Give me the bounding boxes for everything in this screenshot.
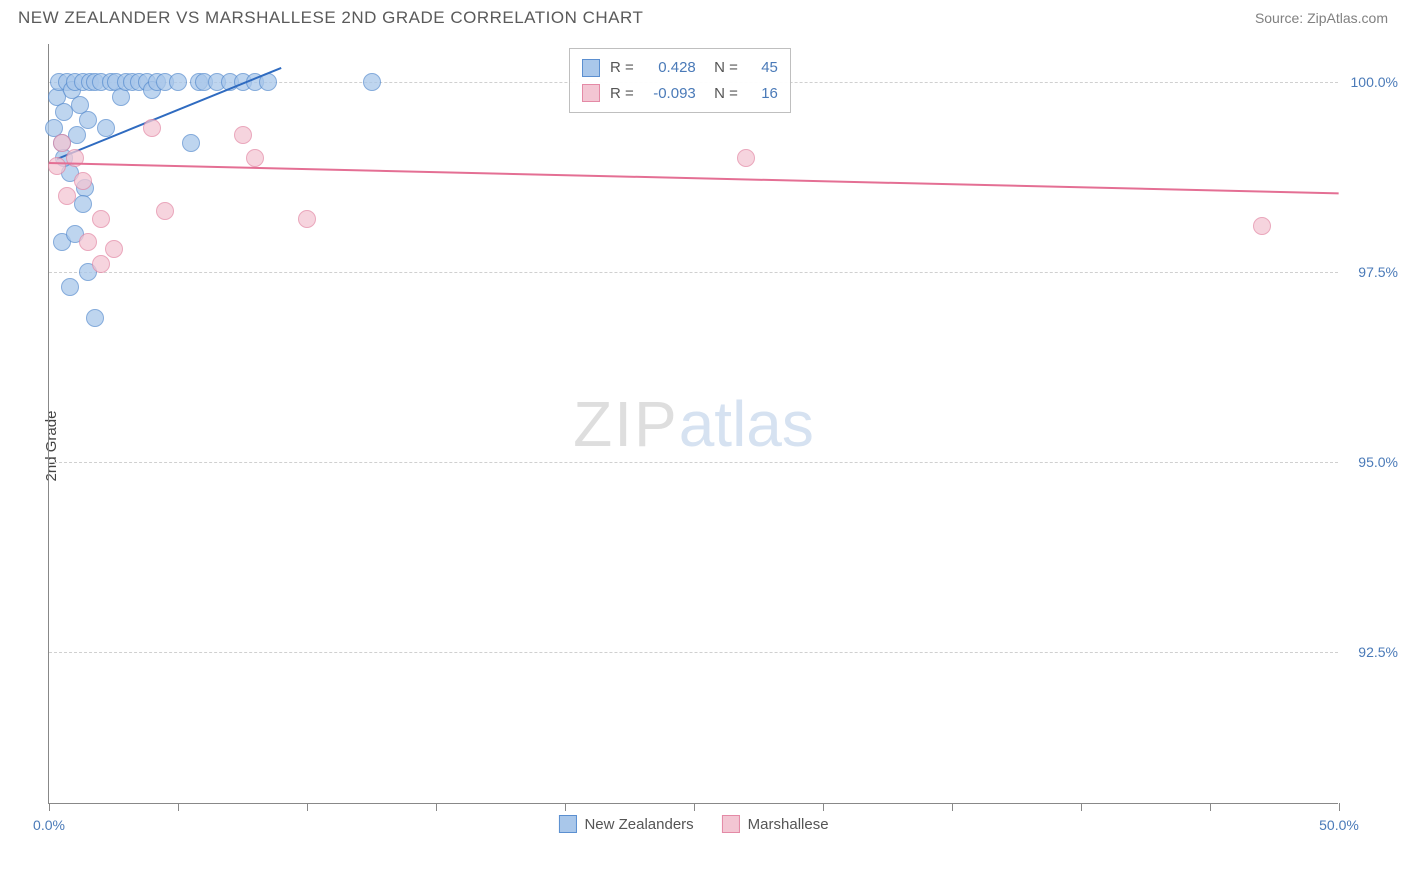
stat-r-value: 0.428 bbox=[644, 55, 696, 81]
x-tick bbox=[1339, 803, 1340, 811]
data-point bbox=[58, 187, 76, 205]
data-point bbox=[48, 157, 66, 175]
x-tick-label: 0.0% bbox=[33, 817, 65, 833]
legend-swatch bbox=[722, 815, 740, 833]
x-tick bbox=[565, 803, 566, 811]
stat-n-value: 45 bbox=[748, 55, 778, 81]
trend-line bbox=[49, 162, 1339, 194]
data-point bbox=[1253, 217, 1271, 235]
data-point bbox=[169, 73, 187, 91]
data-point bbox=[97, 119, 115, 137]
stat-r-value: -0.093 bbox=[644, 81, 696, 107]
x-tick bbox=[823, 803, 824, 811]
chart-title: NEW ZEALANDER VS MARSHALLESE 2ND GRADE C… bbox=[18, 8, 643, 28]
data-point bbox=[143, 119, 161, 137]
scatter-chart: ZIPatlas 92.5%95.0%97.5%100.0%0.0%50.0%R… bbox=[48, 44, 1338, 804]
legend-item: New Zealanders bbox=[558, 815, 693, 833]
stat-n-value: 16 bbox=[748, 81, 778, 107]
y-tick-label: 92.5% bbox=[1358, 644, 1398, 660]
x-tick bbox=[436, 803, 437, 811]
y-tick-label: 100.0% bbox=[1351, 74, 1398, 90]
x-tick-label: 50.0% bbox=[1319, 817, 1359, 833]
data-point bbox=[92, 255, 110, 273]
data-point bbox=[61, 278, 79, 296]
data-point bbox=[105, 240, 123, 258]
x-tick bbox=[1081, 803, 1082, 811]
legend-label: Marshallese bbox=[748, 816, 829, 833]
data-point bbox=[156, 202, 174, 220]
stat-n-label: N = bbox=[706, 81, 738, 107]
data-point bbox=[53, 134, 71, 152]
stat-n-label: N = bbox=[706, 55, 738, 81]
stats-row: R = -0.093 N = 16 bbox=[582, 81, 778, 107]
legend-swatch bbox=[558, 815, 576, 833]
watermark: ZIPatlas bbox=[573, 387, 814, 461]
stats-row: R = 0.428 N = 45 bbox=[582, 55, 778, 81]
data-point bbox=[79, 111, 97, 129]
gridline bbox=[49, 272, 1338, 273]
data-point bbox=[68, 126, 86, 144]
data-point bbox=[182, 134, 200, 152]
x-tick bbox=[952, 803, 953, 811]
data-point bbox=[363, 73, 381, 91]
data-point bbox=[86, 309, 104, 327]
data-point bbox=[92, 210, 110, 228]
correlation-stats-box: R = 0.428 N = 45 R = -0.093 N = 16 bbox=[569, 48, 791, 113]
data-point bbox=[79, 233, 97, 251]
legend-swatch bbox=[582, 84, 600, 102]
data-point bbox=[74, 195, 92, 213]
legend-item: Marshallese bbox=[722, 815, 829, 833]
legend-label: New Zealanders bbox=[584, 816, 693, 833]
gridline bbox=[49, 652, 1338, 653]
stat-r-label: R = bbox=[610, 81, 634, 107]
data-point bbox=[246, 149, 264, 167]
x-tick bbox=[307, 803, 308, 811]
source-attribution: Source: ZipAtlas.com bbox=[1255, 10, 1388, 26]
x-tick bbox=[1210, 803, 1211, 811]
x-tick bbox=[178, 803, 179, 811]
stat-r-label: R = bbox=[610, 55, 634, 81]
data-point bbox=[298, 210, 316, 228]
data-point bbox=[234, 126, 252, 144]
y-tick-label: 97.5% bbox=[1358, 264, 1398, 280]
series-legend: New Zealanders Marshallese bbox=[558, 815, 828, 833]
data-point bbox=[737, 149, 755, 167]
x-tick bbox=[49, 803, 50, 811]
legend-swatch bbox=[582, 59, 600, 77]
x-tick bbox=[694, 803, 695, 811]
data-point bbox=[74, 172, 92, 190]
gridline bbox=[49, 462, 1338, 463]
y-tick-label: 95.0% bbox=[1358, 454, 1398, 470]
